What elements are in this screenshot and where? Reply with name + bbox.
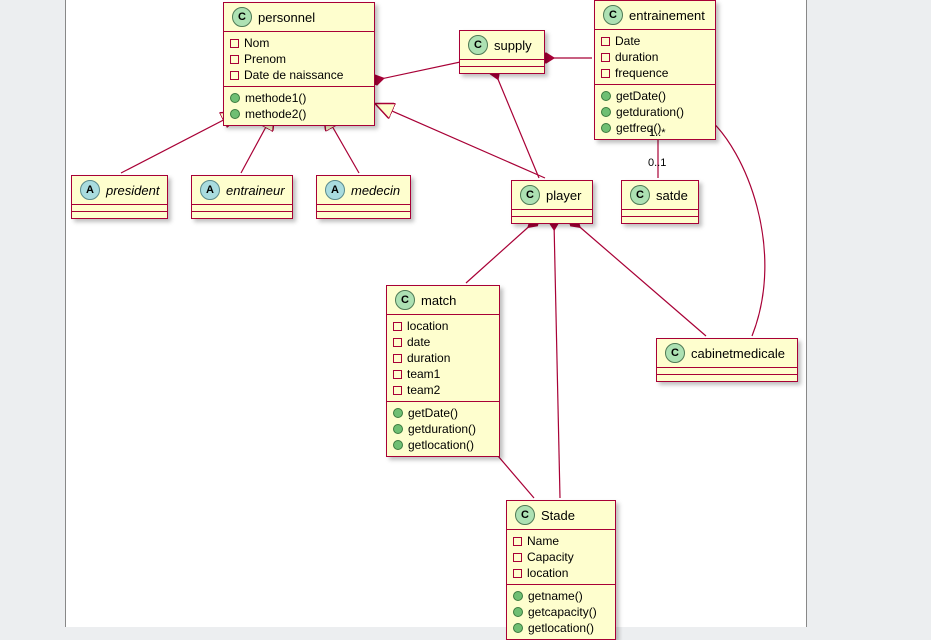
class-name: cabinetmedicale <box>691 346 785 361</box>
class-letter-icon: C <box>520 185 540 205</box>
class-name: Stade <box>541 508 575 523</box>
methods: getname() getcapacity() getlocation() <box>507 585 615 639</box>
class-player: C player <box>511 180 593 224</box>
method: getduration() <box>408 422 476 436</box>
field: duration <box>407 351 450 365</box>
method: getcapacity() <box>528 605 597 619</box>
class-president: A president <box>71 175 168 219</box>
method: getlocation() <box>528 621 594 635</box>
fields <box>622 210 698 217</box>
class-medecin: A medecin <box>316 175 411 219</box>
fields: Nom Prenom Date de naissance <box>224 32 374 87</box>
method: getDate() <box>408 406 458 420</box>
class-header: C player <box>512 181 592 210</box>
class-stade: C Stade Name Capacity location getname()… <box>506 500 616 640</box>
fields <box>657 368 797 375</box>
fields <box>192 205 292 212</box>
methods <box>512 217 592 223</box>
fields <box>317 205 410 212</box>
field: Date <box>615 34 640 48</box>
field: location <box>527 566 568 580</box>
class-letter-icon: C <box>232 7 252 27</box>
class-letter-icon: C <box>515 505 535 525</box>
class-header: C cabinetmedicale <box>657 339 797 368</box>
methods <box>622 217 698 223</box>
class-header: C supply <box>460 31 544 60</box>
methods: methode1() methode2() <box>224 87 374 125</box>
method: getDate() <box>616 89 666 103</box>
method: getduration() <box>616 105 684 119</box>
multiplicity-label: 1..* <box>649 127 666 139</box>
methods <box>192 212 292 218</box>
class-entrainement: C entrainement Date duration frequence g… <box>594 0 716 140</box>
class-entraineur: A entraineur <box>191 175 293 219</box>
class-header: A medecin <box>317 176 410 205</box>
class-header: C Stade <box>507 501 615 530</box>
class-header: C entrainement <box>595 1 715 30</box>
class-name: president <box>106 183 159 198</box>
methods <box>460 67 544 73</box>
field: frequence <box>615 66 668 80</box>
methods <box>657 375 797 381</box>
field: Name <box>527 534 559 548</box>
page: C personnel Nom Prenom Date de naissance… <box>0 0 931 627</box>
field: team2 <box>407 383 440 397</box>
field: Prenom <box>244 52 286 66</box>
class-satde: C satde <box>621 180 699 224</box>
class-letter-icon: C <box>630 185 650 205</box>
fields <box>460 60 544 67</box>
class-name: personnel <box>258 10 315 25</box>
abstract-letter-icon: A <box>80 180 100 200</box>
multiplicity-label: 0..1 <box>648 157 666 169</box>
abstract-letter-icon: A <box>325 180 345 200</box>
fields: Date duration frequence <box>595 30 715 85</box>
fields <box>512 210 592 217</box>
class-personnel: C personnel Nom Prenom Date de naissance… <box>223 2 375 126</box>
class-name: entrainement <box>629 8 705 23</box>
abstract-letter-icon: A <box>200 180 220 200</box>
field: duration <box>615 50 658 64</box>
class-name: satde <box>656 188 688 203</box>
methods: getDate() getduration() getlocation() <box>387 402 499 456</box>
fields <box>72 205 167 212</box>
field: team1 <box>407 367 440 381</box>
class-name: match <box>421 293 456 308</box>
field: Capacity <box>527 550 574 564</box>
class-cabinetmedicale: C cabinetmedicale <box>656 338 798 382</box>
class-header: C match <box>387 286 499 315</box>
field: Date de naissance <box>244 68 343 82</box>
class-name: player <box>546 188 581 203</box>
class-name: entraineur <box>226 183 285 198</box>
class-name: supply <box>494 38 532 53</box>
field: location <box>407 319 448 333</box>
class-letter-icon: C <box>665 343 685 363</box>
method: getname() <box>528 589 583 603</box>
class-header: A entraineur <box>192 176 292 205</box>
class-supply: C supply <box>459 30 545 74</box>
fields: location date duration team1 team2 <box>387 315 499 402</box>
fields: Name Capacity location <box>507 530 615 585</box>
class-header: C satde <box>622 181 698 210</box>
class-letter-icon: C <box>395 290 415 310</box>
class-match: C match location date duration team1 tea… <box>386 285 500 457</box>
diagram-canvas: C personnel Nom Prenom Date de naissance… <box>65 0 807 627</box>
class-header: C personnel <box>224 3 374 32</box>
methods <box>72 212 167 218</box>
class-letter-icon: C <box>603 5 623 25</box>
class-name: medecin <box>351 183 400 198</box>
method: getlocation() <box>408 438 474 452</box>
field: Nom <box>244 36 269 50</box>
class-header: A president <box>72 176 167 205</box>
class-letter-icon: C <box>468 35 488 55</box>
field: date <box>407 335 430 349</box>
methods <box>317 212 410 218</box>
method: methode2() <box>245 107 306 121</box>
method: methode1() <box>245 91 306 105</box>
